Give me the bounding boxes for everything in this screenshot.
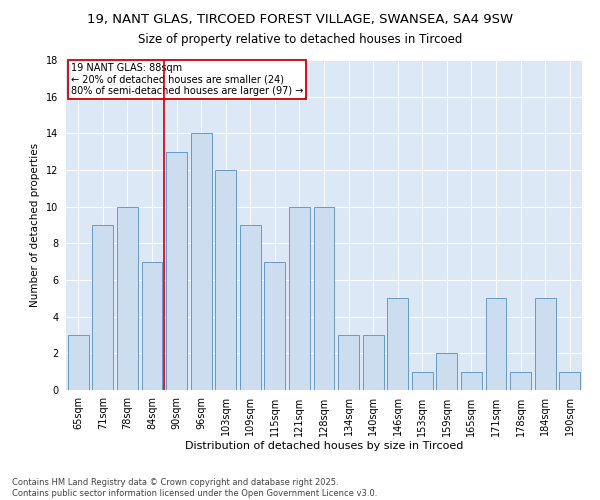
Bar	[559, 372, 580, 390]
Bar	[265, 262, 286, 390]
Bar	[387, 298, 408, 390]
Text: 19, NANT GLAS, TIRCOED FOREST VILLAGE, SWANSEA, SA4 9SW: 19, NANT GLAS, TIRCOED FOREST VILLAGE, S…	[87, 12, 513, 26]
Bar	[485, 298, 506, 390]
Bar	[461, 372, 482, 390]
Bar	[510, 372, 531, 390]
Bar	[362, 335, 383, 390]
Bar	[142, 262, 163, 390]
Bar	[191, 134, 212, 390]
Text: Contains HM Land Registry data © Crown copyright and database right 2025.
Contai: Contains HM Land Registry data © Crown c…	[12, 478, 377, 498]
Y-axis label: Number of detached properties: Number of detached properties	[31, 143, 40, 307]
Bar	[412, 372, 433, 390]
Bar	[166, 152, 187, 390]
Bar	[215, 170, 236, 390]
Bar	[92, 225, 113, 390]
Bar	[289, 206, 310, 390]
Bar	[535, 298, 556, 390]
Bar	[436, 354, 457, 390]
Bar	[68, 335, 89, 390]
Text: Size of property relative to detached houses in Tircoed: Size of property relative to detached ho…	[138, 32, 462, 46]
Text: 19 NANT GLAS: 88sqm
← 20% of detached houses are smaller (24)
80% of semi-detach: 19 NANT GLAS: 88sqm ← 20% of detached ho…	[71, 64, 304, 96]
Bar	[314, 206, 334, 390]
Bar	[240, 225, 261, 390]
Bar	[117, 206, 138, 390]
X-axis label: Distribution of detached houses by size in Tircoed: Distribution of detached houses by size …	[185, 441, 463, 451]
Bar	[338, 335, 359, 390]
